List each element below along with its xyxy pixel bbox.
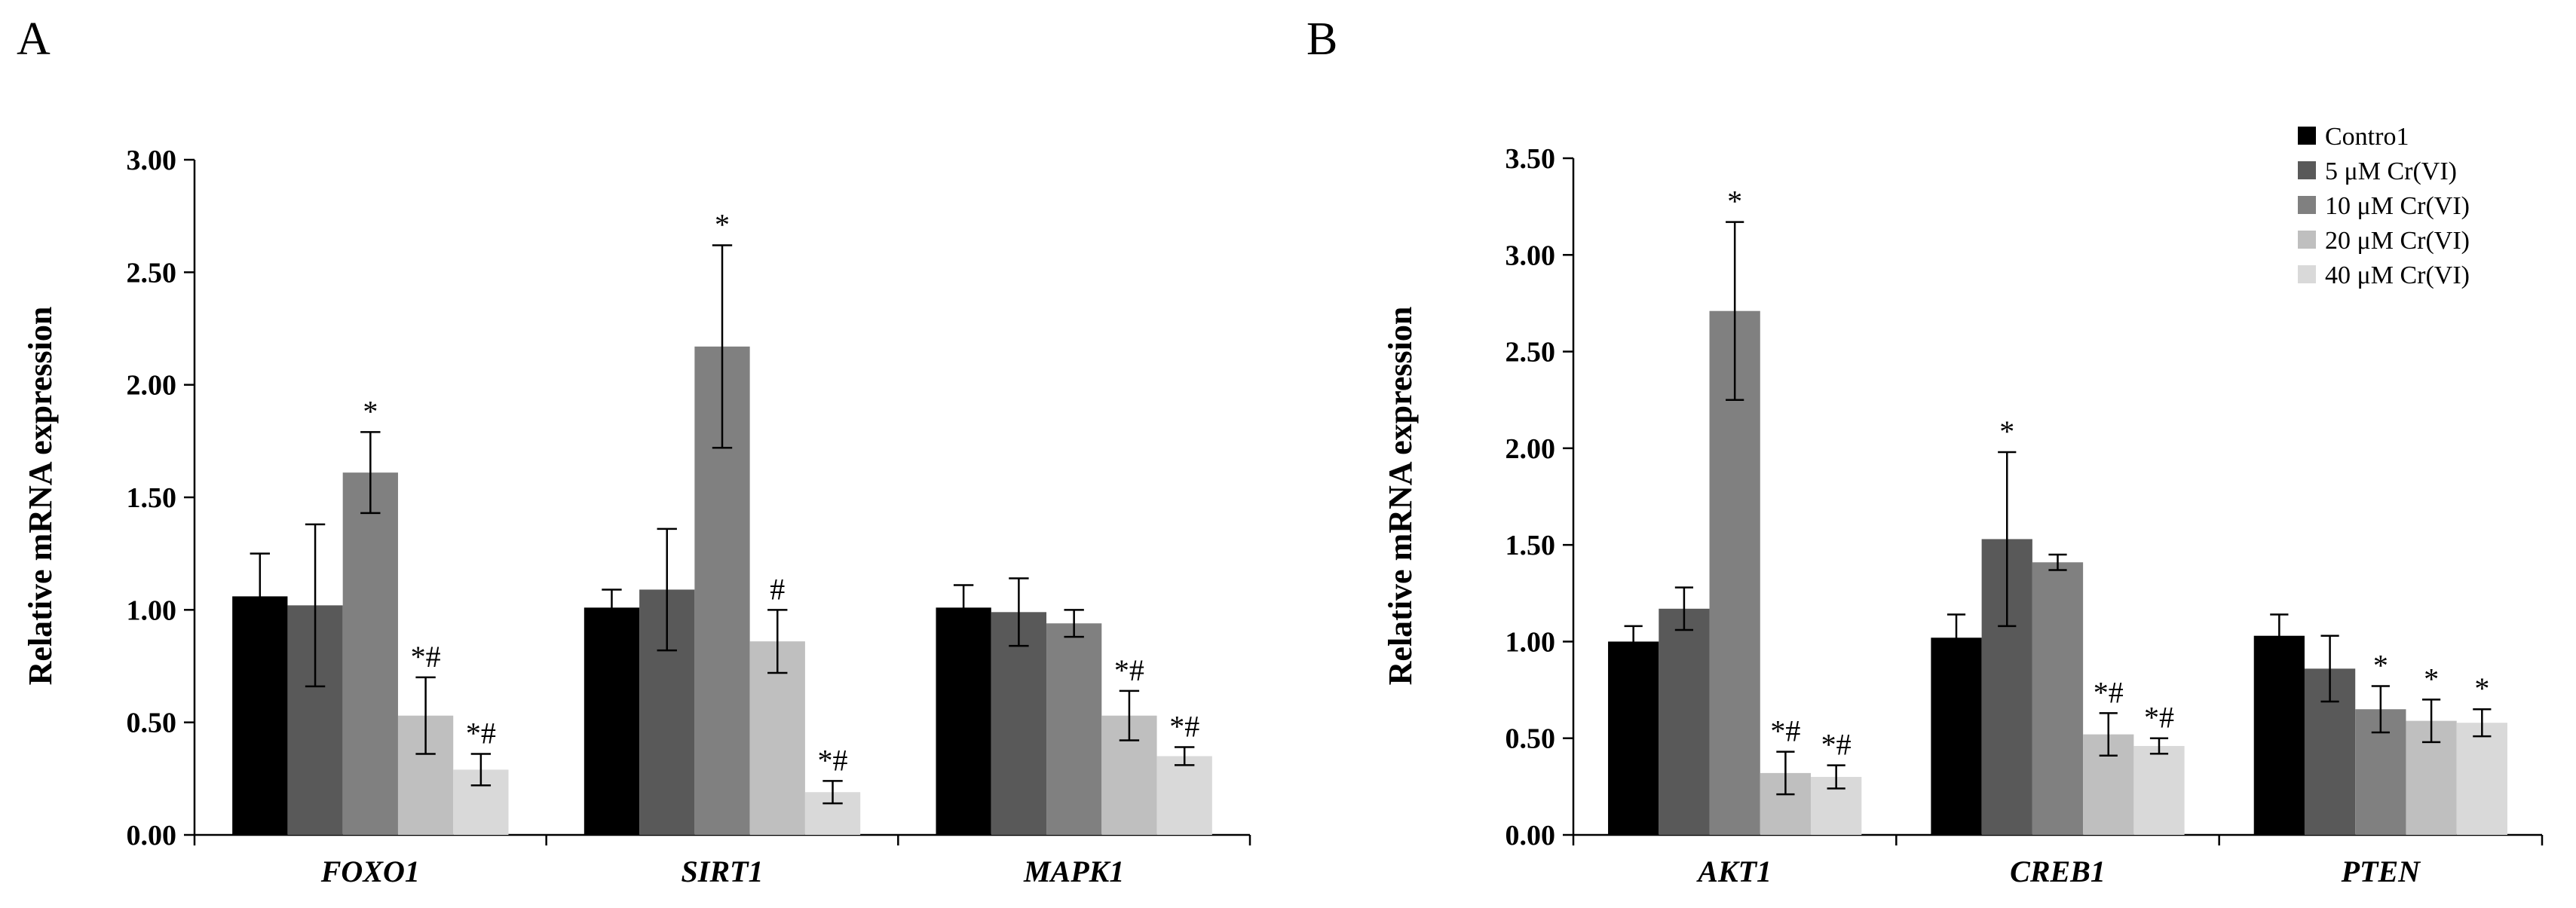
y-tick-label: 1.00 xyxy=(1505,626,1556,658)
y-tick-label: 0.00 xyxy=(127,820,177,851)
significance-mark: *# xyxy=(818,743,848,777)
legend-label-2: 5 μM Cr(VI) xyxy=(2325,157,2457,185)
y-tick-label: 1.50 xyxy=(1505,530,1556,561)
x-category-label: SIRT1 xyxy=(682,854,764,888)
legend-label-5: 40 μM Cr(VI) xyxy=(2325,261,2470,289)
y-tick-label: 2.00 xyxy=(1505,433,1556,465)
significance-mark: * xyxy=(2373,648,2388,682)
y-tick-label: 3.50 xyxy=(1505,143,1556,175)
bar-creb1-series-3 xyxy=(2032,562,2084,835)
significance-mark: *# xyxy=(1770,714,1800,748)
y-tick-label: 2.50 xyxy=(1505,337,1556,368)
bar-sirt1-series-1 xyxy=(584,607,640,835)
bar-akt1-series-1 xyxy=(1608,641,1659,835)
significance-mark: *# xyxy=(1169,710,1199,744)
y-axis-title-a: Relative mRNA expression xyxy=(22,307,59,686)
legend-swatch-5 xyxy=(2298,265,2316,283)
y-tick-label: 2.50 xyxy=(127,257,177,289)
significance-mark: * xyxy=(2474,671,2489,705)
significance-mark: * xyxy=(363,394,378,428)
legend-swatch-1 xyxy=(2298,127,2316,145)
x-category-label: FOXO1 xyxy=(320,854,420,888)
bar-mapk1-series-2 xyxy=(991,612,1047,835)
x-category-label: CREB1 xyxy=(2010,854,2106,888)
y-tick-label: 3.00 xyxy=(1505,240,1556,271)
y-tick-label: 2.00 xyxy=(127,370,177,402)
legend-label-3: 10 μM Cr(VI) xyxy=(2325,192,2470,220)
y-tick-label: 1.50 xyxy=(127,482,177,514)
significance-mark: * xyxy=(1727,185,1742,219)
significance-mark: # xyxy=(770,572,785,606)
chart-panel-a: 0.000.501.001.502.002.503.00**#*#FOXO1*#… xyxy=(127,145,1251,888)
y-tick-label: 1.00 xyxy=(127,595,177,626)
legend-swatch-3 xyxy=(2298,196,2316,214)
bar-mapk1-series-5 xyxy=(1156,756,1212,835)
bar-pten-series-5 xyxy=(2456,723,2507,835)
significance-mark: * xyxy=(715,207,730,241)
x-category-label: AKT1 xyxy=(1695,854,1772,888)
legend-swatch-4 xyxy=(2298,231,2316,249)
y-tick-label: 0.50 xyxy=(127,708,177,739)
significance-mark: *# xyxy=(466,716,496,750)
significance-mark: *# xyxy=(411,640,441,674)
bar-akt1-series-2 xyxy=(1659,608,1710,835)
significance-mark: *# xyxy=(1114,653,1144,687)
legend-label-1: Contro1 xyxy=(2325,123,2409,151)
legend-swatch-2 xyxy=(2298,161,2316,179)
bar-foxo1-series-3 xyxy=(342,472,398,835)
y-tick-label: 3.00 xyxy=(127,145,177,176)
bar-mapk1-series-1 xyxy=(936,607,991,835)
x-category-label: PTEN xyxy=(2341,854,2422,888)
bar-creb1-series-5 xyxy=(2133,745,2185,835)
significance-mark: *# xyxy=(1821,728,1852,762)
legend: Contro1 5 μM Cr(VI) 10 μM Cr(VI) 20 μM Cr(V… xyxy=(2298,123,2470,289)
y-tick-label: 0.00 xyxy=(1505,820,1556,851)
y-tick-label: 0.50 xyxy=(1505,723,1556,755)
significance-mark: *# xyxy=(2144,701,2174,735)
bar-pten-series-1 xyxy=(2253,635,2305,835)
significance-mark: * xyxy=(1999,414,2014,448)
legend-label-4: 20 μM Cr(VI) xyxy=(2325,227,2470,255)
x-category-label: MAPK1 xyxy=(1023,854,1124,888)
chart-panel-b: 0.00 0.50 1.00 1.50 2.00 2.50 3.00 3.50 * *# *# AKT… xyxy=(1505,143,2544,888)
significance-mark: * xyxy=(2424,662,2439,696)
significance-mark: *# xyxy=(2094,675,2124,709)
panel-label-a: A xyxy=(17,14,51,65)
bar-creb1-series-1 xyxy=(1931,637,1982,835)
y-axis-title-b: Relative mRNA expression xyxy=(1382,307,1419,686)
bar-mapk1-series-3 xyxy=(1046,623,1102,835)
panel-label-b: B xyxy=(1306,14,1337,65)
